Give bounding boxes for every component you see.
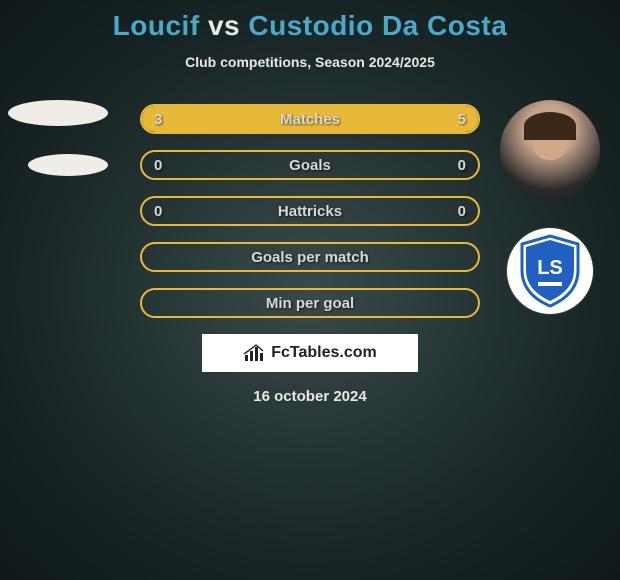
vs-text: vs: [208, 10, 240, 41]
stat-value-right: 0: [458, 157, 466, 174]
stat-label: Matches: [142, 111, 478, 128]
stat-row-goals: Goals0 0: [140, 150, 480, 180]
stat-row-goals-per-match: Goals per match: [140, 242, 480, 272]
stat-label: Min per goal: [142, 295, 478, 312]
player2-column: LS: [500, 100, 600, 314]
subtitle: Club competitions, Season 2024/2025: [0, 54, 620, 70]
stat-rows: Matches35Goals00Hattricks00Goals per mat…: [140, 100, 480, 318]
stat-row-hattricks: Hattricks0 0: [140, 196, 480, 226]
comparison-content: LS Matches35Goals00Hattricks00Goals per …: [0, 100, 620, 440]
player2-name: Custodio Da Costa: [248, 10, 507, 41]
stat-row-matches: Matches3 5: [140, 104, 480, 134]
player1-column: [8, 100, 108, 204]
stat-label: Goals: [142, 157, 478, 174]
bar-chart-icon: [243, 343, 267, 363]
stat-row-min-per-goal: Min per goal: [140, 288, 480, 318]
stat-value-left: 3: [154, 111, 162, 128]
branding-badge: FcTables.com: [202, 334, 418, 372]
player2-photo: [500, 100, 600, 200]
stat-label: Goals per match: [142, 249, 478, 266]
stat-value-right: 0: [458, 203, 466, 220]
svg-text:LS: LS: [537, 257, 563, 279]
player1-club-placeholder: [28, 154, 108, 176]
stat-value-right: 5: [458, 111, 466, 128]
player1-photo-placeholder: [8, 100, 108, 126]
date-text: 16 october 2024: [0, 388, 620, 405]
shield-icon: LS: [518, 234, 582, 308]
player2-club-badge: LS: [507, 228, 593, 314]
comparison-title: Loucif vs Custodio Da Costa: [0, 0, 620, 42]
stat-label: Hattricks: [142, 203, 478, 220]
stat-value-left: 0: [154, 203, 162, 220]
player1-name: Loucif: [113, 10, 200, 41]
branding-text: FcTables.com: [271, 344, 377, 362]
stat-value-left: 0: [154, 157, 162, 174]
